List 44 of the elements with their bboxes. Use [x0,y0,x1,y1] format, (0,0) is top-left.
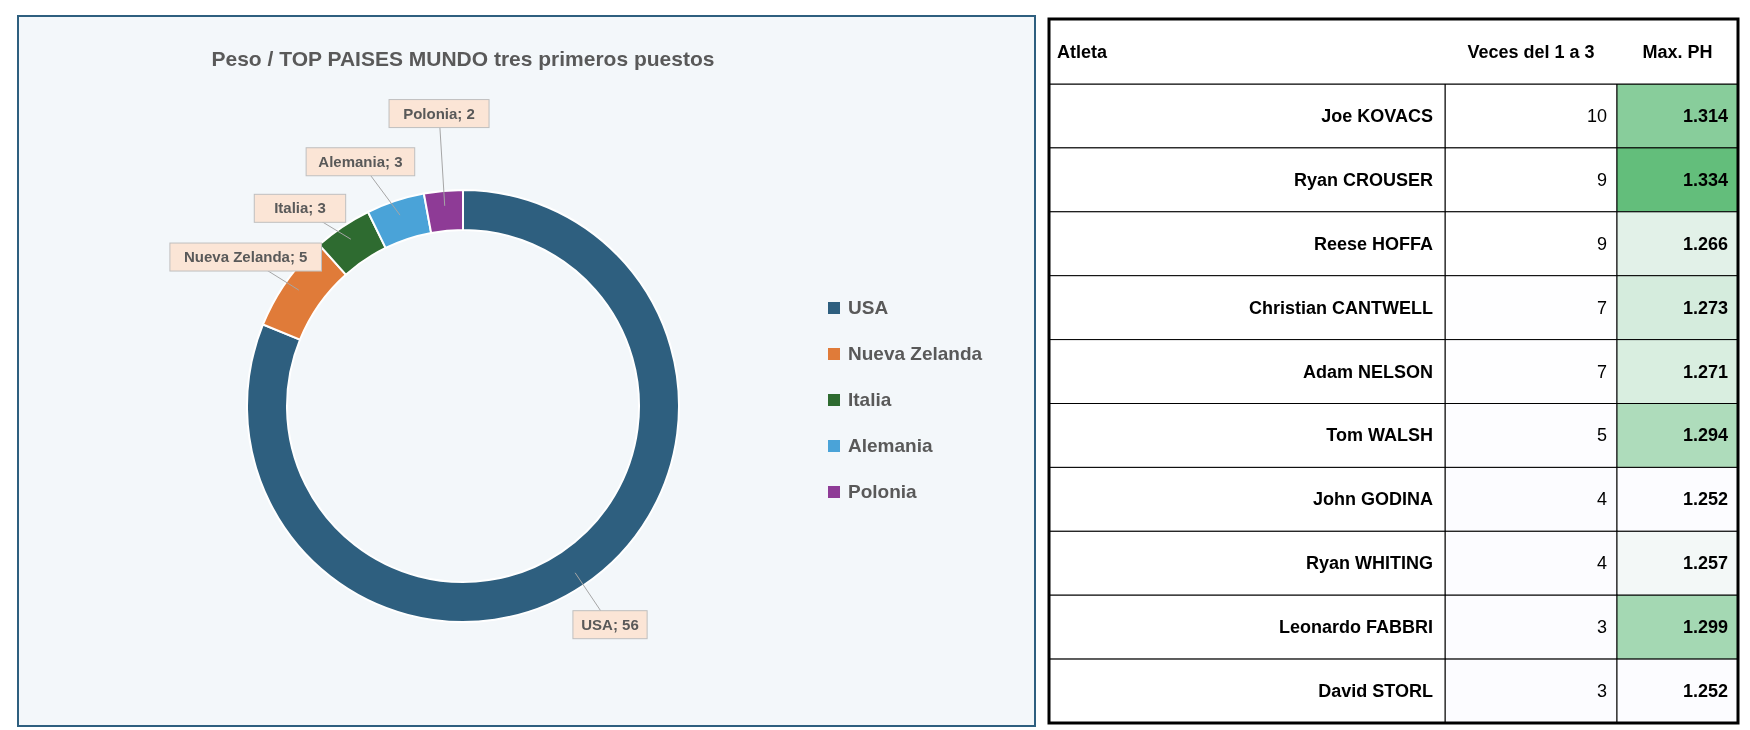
x-tick-label: Veces del 1 a 3 [1467,41,1595,62]
data-label: 1.314 [1682,105,1728,126]
y-tick-label: Ryan WHITING [1305,553,1433,574]
data-label: 1.334 [1682,169,1728,190]
data-label: USA; 56 [581,615,639,633]
y-tick-label: Joe KOVACS [1321,105,1433,126]
data-label: 1.273 [1682,297,1728,318]
y-tick-label: Leonardo FABBRI [1278,617,1433,638]
x-tick-label: Max. PH [1642,41,1713,62]
data-label: 5 [1596,425,1607,446]
y-tick-label: Ryan CROUSER [1293,169,1433,190]
y-tick-label: John GODINA [1313,489,1433,510]
data-label: 1.294 [1682,425,1728,446]
data-label: 3 [1596,617,1607,638]
data-label: 1.271 [1682,361,1728,382]
data-label: Italia; 3 [274,199,326,217]
legend-label: Italia [848,389,892,410]
legend-label: Polonia [848,481,918,502]
y-tick-label: Tom WALSH [1326,425,1433,446]
data-label: 1.252 [1682,489,1728,510]
data-label: Nueva Zelanda; 5 [184,248,308,266]
data-label: 4 [1596,553,1607,574]
data-label: 1.266 [1682,233,1728,254]
y-axis-title: Atleta [1057,41,1108,62]
y-tick-label: Reese HOFFA [1313,233,1433,254]
legend-label: Alemania [848,435,933,456]
data-label: 1.299 [1682,617,1728,638]
data-label: Alemania; 3 [318,152,403,170]
data-label: 9 [1596,169,1607,190]
chart-title: Peso / TOP PAISES MUNDO tres primeros puestos [211,47,715,70]
data-label: 3 [1596,681,1607,702]
data-label: 10 [1586,105,1607,126]
y-tick-label: Christian CANTWELL [1249,297,1433,318]
y-tick-label: Adam NELSON [1302,361,1433,382]
y-tick-label: David STORL [1318,681,1433,702]
legend-label: Nueva Zelanda [848,343,983,364]
data-label: Polonia; 2 [403,104,475,122]
data-label: 9 [1596,233,1607,254]
data-label: 7 [1596,361,1607,382]
legend-label: USA [848,297,889,318]
data-label: 4 [1596,489,1607,510]
data-label: 1.252 [1682,681,1728,702]
data-label: 7 [1596,297,1607,318]
data-label: 1.257 [1682,553,1728,574]
